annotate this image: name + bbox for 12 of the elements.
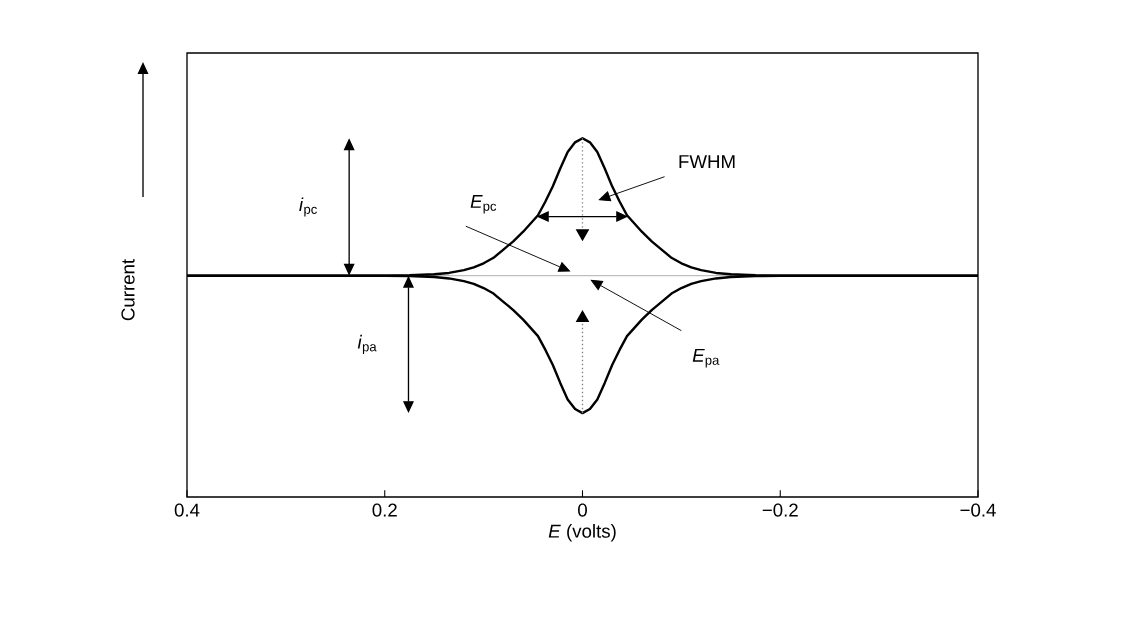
y-axis-title: Current	[121, 259, 135, 321]
x-tick-label: 0.4	[174, 503, 200, 517]
x-tick-label: 0.2	[372, 503, 397, 517]
annotation: FWHM	[679, 155, 735, 169]
annotation: i$_{pa}$	[357, 334, 377, 354]
x-tick-label: −0.2	[762, 503, 798, 517]
x-tick-label: 0	[578, 503, 587, 517]
x-tick-label: −0.4	[960, 503, 996, 517]
annotation: E$_{pa}$	[692, 348, 720, 368]
annotation: E$_{pc}$	[470, 194, 497, 214]
x-axis-title: E (volts)	[548, 524, 616, 542]
annotation: i$_{pc}$	[299, 197, 317, 217]
